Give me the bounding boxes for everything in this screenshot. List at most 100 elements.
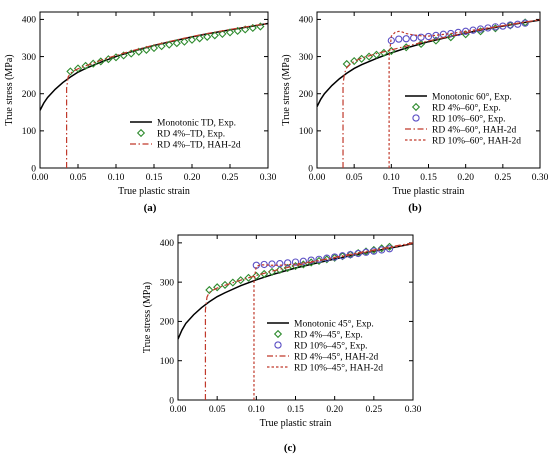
x-tick-label: 0.20 xyxy=(184,173,201,183)
data-point xyxy=(96,57,105,66)
y-tick-label: 0 xyxy=(308,164,313,174)
data-point xyxy=(284,259,292,267)
x-tick-label: 0.15 xyxy=(146,173,163,183)
y-axis-label: True stress (MPa) xyxy=(4,54,15,125)
y-tick-label: 0 xyxy=(31,164,36,174)
plot-area xyxy=(178,242,413,400)
x-tick-label: 0.30 xyxy=(260,173,277,183)
y-axis-label: True stress (MPa) xyxy=(281,54,292,125)
y-tick-label: 400 xyxy=(160,239,175,249)
data-point xyxy=(409,34,418,42)
y-tick-label: 100 xyxy=(299,127,314,137)
data-point xyxy=(134,47,143,56)
data-point xyxy=(372,50,381,59)
series-markers-3 xyxy=(252,245,394,269)
data-point xyxy=(417,33,425,41)
data-point xyxy=(205,285,214,295)
series-line-4 xyxy=(204,242,413,400)
data-point xyxy=(291,258,300,266)
data-point xyxy=(73,64,83,73)
legend-marker xyxy=(411,102,421,112)
x-tick-label: 0.15 xyxy=(287,405,304,415)
data-point xyxy=(268,260,276,268)
x-tick-label: 0.30 xyxy=(405,405,422,415)
x-axis-label: True plastic strain xyxy=(118,186,190,197)
legend-entry: RD 4%–45°, HAH-2d xyxy=(294,351,379,362)
data-point xyxy=(89,59,98,68)
series-markers-2 xyxy=(205,242,394,295)
data-point xyxy=(260,269,269,278)
data-point xyxy=(225,28,235,37)
data-point xyxy=(142,45,151,54)
data-point xyxy=(299,257,307,265)
data-point xyxy=(342,59,351,69)
series-markers-3 xyxy=(387,19,529,45)
data-point xyxy=(506,21,515,30)
y-tick-label: 400 xyxy=(299,16,314,26)
legend-entry: Monotonic TD, Exp. xyxy=(157,118,236,128)
legend-entry: RD 4%–45°, Exp. xyxy=(294,329,363,340)
data-point xyxy=(276,260,284,268)
chart-panel-3: 0.00 0.05 0.10 0.15 0.20 0.25 0.30 0 100 200 300 40… xyxy=(142,234,422,454)
x-axis-label: True plastic strain xyxy=(260,418,332,429)
data-point xyxy=(395,35,403,43)
y-tick-label: 300 xyxy=(22,53,37,63)
data-point xyxy=(228,278,237,287)
data-point xyxy=(220,280,230,289)
legend-entry: RD 4%–TD, Exp. xyxy=(157,129,225,139)
legend-entry: Monotonic 45°, Exp. xyxy=(294,318,374,329)
series-line-1 xyxy=(178,242,413,340)
x-tick-label: 0.15 xyxy=(420,173,437,183)
legend: Monotonic 45°, Exp.RD 4%–45°, Exp.RD 10%… xyxy=(267,318,383,373)
chart-panel-1: 0.00 0.05 0.10 0.15 0.20 0.25 0.30 0 100 200 300 40… xyxy=(4,11,277,214)
legend-entry: RD 4%–60°, HAH-2d xyxy=(432,124,517,135)
x-tick-label: 0.10 xyxy=(248,405,265,415)
data-point xyxy=(165,40,174,49)
data-point xyxy=(402,35,410,43)
legend-entry: RD 10%–45°, Exp. xyxy=(294,340,367,351)
legend-marker xyxy=(136,128,146,138)
x-tick-label: 0.10 xyxy=(383,173,400,183)
data-point xyxy=(338,252,347,261)
plot-area xyxy=(317,18,540,168)
panel-label: (a) xyxy=(144,202,157,214)
x-tick-label: 0.05 xyxy=(70,173,87,183)
legend-entry: RD 10%–60°, HAH-2d xyxy=(432,135,521,146)
legend: Monotonic 60°, Exp.RD 4%–60°, Exp.RD 10%… xyxy=(405,91,521,146)
legend-entry: RD 4%–TD, HAH-2d xyxy=(157,140,241,150)
y-tick-label: 200 xyxy=(22,90,37,100)
y-tick-label: 300 xyxy=(160,278,175,288)
x-tick-label: 0.30 xyxy=(532,173,549,183)
series-markers-2 xyxy=(66,22,265,76)
data-point xyxy=(385,245,394,253)
y-tick-label: 200 xyxy=(299,90,314,100)
data-point xyxy=(338,252,347,260)
data-point xyxy=(203,32,212,41)
data-point xyxy=(149,43,159,53)
x-tick-label: 0.10 xyxy=(108,173,125,183)
panel-label: (b) xyxy=(408,202,422,214)
data-point xyxy=(187,35,197,44)
data-point xyxy=(357,54,366,63)
legend-entry: RD 4%–60°, Exp. xyxy=(432,102,501,113)
chart-panel-2: 0.00 0.05 0.10 0.15 0.20 0.25 0.30 0 100 200 300 40… xyxy=(281,11,549,214)
x-tick-label: 0.20 xyxy=(326,405,343,415)
legend-entry: RD 10%–45°, HAH-2d xyxy=(294,362,383,373)
data-point xyxy=(248,23,257,33)
x-axis-label: True plastic strain xyxy=(393,186,465,197)
data-point xyxy=(218,29,227,38)
x-tick-label: 0.00 xyxy=(309,173,326,183)
data-point xyxy=(364,52,374,61)
data-point xyxy=(307,256,315,264)
y-tick-label: 100 xyxy=(160,357,175,367)
data-point xyxy=(210,31,219,40)
x-tick-label: 0.25 xyxy=(366,405,383,415)
data-point xyxy=(127,49,136,58)
series-line-5 xyxy=(388,19,540,168)
data-point xyxy=(252,271,261,280)
series-line-3 xyxy=(66,22,268,168)
x-tick-label: 0.00 xyxy=(32,173,49,183)
legend-marker xyxy=(274,341,282,349)
y-tick-label: 0 xyxy=(169,396,174,406)
data-point xyxy=(236,276,245,285)
